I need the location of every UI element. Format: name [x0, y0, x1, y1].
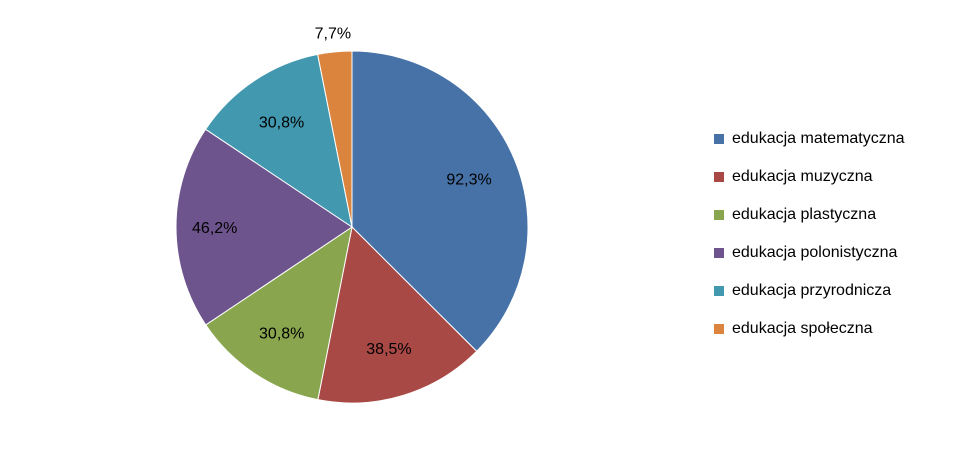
legend-swatch: [714, 286, 724, 296]
pie-slice-4: [175, 128, 353, 326]
pie-slice-5: [204, 53, 353, 229]
legend-swatch: [714, 172, 724, 182]
legend-label: edukacja plastyczna: [732, 206, 877, 223]
chart-legend: edukacja matematyczna edukacja muzyczna ed…: [714, 120, 954, 348]
legend-swatch: [714, 210, 724, 220]
pie-slice-6: [317, 50, 353, 228]
legend-label: edukacja przyrodnicza: [732, 282, 892, 299]
legend-swatch: [714, 134, 724, 144]
data-label-5: 30,8%: [259, 115, 304, 132]
legend-item: edukacja społeczna: [714, 310, 954, 348]
legend-swatch: [714, 248, 724, 258]
legend-swatch: [714, 324, 724, 334]
legend-item: edukacja plastyczna: [714, 196, 954, 234]
legend-label: edukacja muzyczna: [732, 168, 873, 185]
data-label-1: 92,3%: [446, 171, 491, 188]
legend-item: edukacja przyrodnicza: [714, 272, 954, 310]
data-label-4: 46,2%: [192, 220, 237, 237]
data-label-3: 30,8%: [259, 325, 304, 342]
legend-item: edukacja muzyczna: [714, 158, 954, 196]
legend-item: edukacja polonistyczna: [714, 234, 954, 272]
legend-label: edukacja matematyczna: [732, 130, 905, 147]
legend-label: edukacja polonistyczna: [732, 244, 898, 261]
legend-item: edukacja matematyczna: [714, 120, 954, 158]
pie-slice-1: [351, 50, 529, 352]
pie-slice-2: [317, 225, 478, 404]
data-label-2: 38,5%: [366, 341, 411, 358]
data-label-6: 7,7%: [315, 26, 351, 43]
pie-slice-3: [205, 225, 353, 401]
legend-label: edukacja społeczna: [732, 320, 873, 337]
